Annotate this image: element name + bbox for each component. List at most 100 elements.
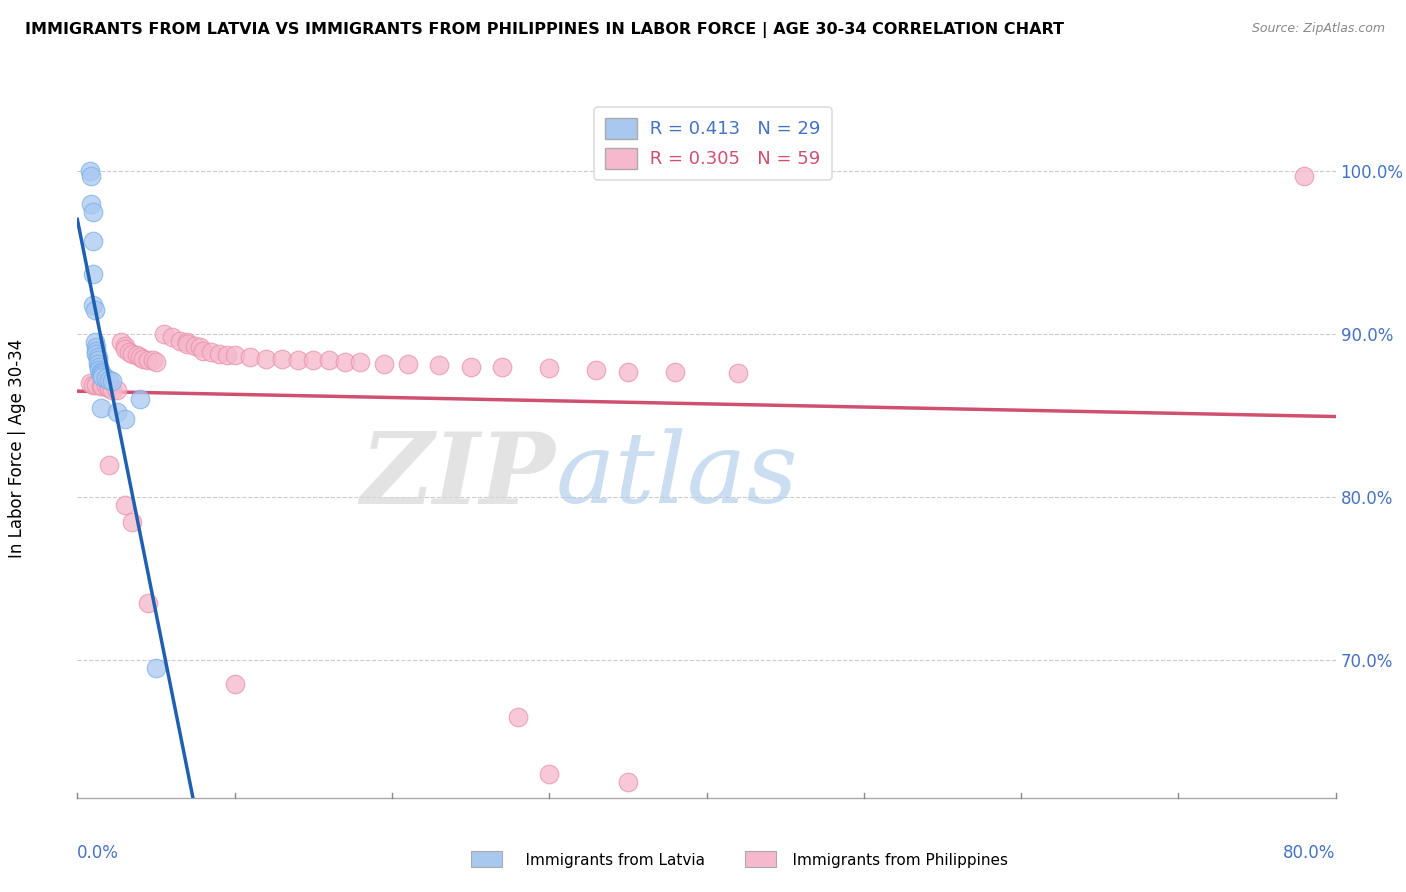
Point	[79, 164, 101, 178]
Point	[114, 498, 136, 512]
Point	[136, 353, 159, 368]
Point	[79, 376, 101, 390]
Text: In Labor Force | Age 30-34: In Labor Force | Age 30-34	[8, 339, 25, 558]
Text: atlas: atlas	[555, 428, 799, 524]
Point	[121, 347, 143, 361]
Point	[105, 383, 128, 397]
Point	[87, 353, 110, 368]
Text: IMMIGRANTS FROM LATVIA VS IMMIGRANTS FROM PHILIPPINES IN LABOR FORCE | AGE 30-34: IMMIGRANTS FROM LATVIA VS IMMIGRANTS FRO…	[25, 22, 1064, 38]
Point	[84, 343, 107, 358]
Point	[91, 368, 114, 382]
Point	[142, 353, 165, 368]
Point	[727, 367, 749, 381]
Point	[90, 368, 112, 382]
Point	[254, 351, 277, 366]
Point	[90, 401, 112, 415]
Point	[80, 169, 103, 184]
Point	[491, 359, 513, 374]
Point	[90, 367, 112, 381]
Point	[617, 365, 640, 379]
Point	[191, 343, 215, 358]
Point	[145, 661, 167, 675]
Point	[176, 335, 198, 350]
Point	[538, 361, 561, 376]
Point	[373, 357, 395, 371]
Point	[114, 412, 136, 426]
Point	[287, 353, 309, 368]
Point	[224, 348, 246, 362]
Point	[101, 383, 124, 397]
Point	[427, 358, 450, 372]
Text: Source: ZipAtlas.com: Source: ZipAtlas.com	[1251, 22, 1385, 36]
Point	[239, 350, 262, 364]
Point	[80, 197, 103, 211]
Point	[617, 775, 640, 789]
Point	[114, 338, 136, 352]
Point	[396, 357, 419, 371]
Point	[506, 710, 529, 724]
Point	[91, 379, 114, 393]
Point	[97, 381, 120, 395]
Point	[82, 298, 104, 312]
Point	[97, 381, 120, 395]
Text: 80.0%: 80.0%	[1284, 844, 1336, 862]
Point	[145, 355, 167, 369]
Point	[89, 359, 111, 374]
Point	[114, 342, 136, 356]
Point	[118, 345, 141, 359]
Point	[129, 392, 152, 407]
Point	[318, 353, 340, 368]
Point	[105, 405, 128, 419]
Point	[84, 347, 107, 361]
Point	[90, 379, 112, 393]
Text: 0.0%: 0.0%	[77, 844, 120, 862]
Point	[188, 340, 211, 354]
Point	[538, 767, 561, 781]
Point	[460, 359, 482, 374]
Point	[83, 335, 105, 350]
Text: ZIP: ZIP	[360, 428, 555, 524]
Point	[90, 365, 112, 379]
Point	[127, 348, 149, 362]
Point	[84, 377, 107, 392]
FancyBboxPatch shape	[471, 851, 502, 867]
Point	[585, 363, 607, 377]
Point	[200, 345, 222, 359]
Point	[160, 330, 183, 344]
Point	[94, 371, 117, 385]
Point	[153, 327, 176, 342]
Point	[176, 337, 198, 351]
Point	[83, 302, 105, 317]
Point	[84, 340, 107, 354]
Point	[132, 351, 155, 366]
Point	[184, 338, 207, 352]
Point	[82, 267, 104, 281]
Point	[302, 353, 325, 368]
Point	[1294, 169, 1316, 184]
Point	[82, 377, 104, 392]
Point	[87, 357, 110, 371]
Point	[664, 365, 686, 379]
Point	[87, 350, 110, 364]
Point	[129, 350, 152, 364]
Text: Immigrants from Latvia: Immigrants from Latvia	[506, 854, 706, 868]
Point	[136, 596, 159, 610]
Point	[169, 334, 191, 348]
Point	[101, 375, 124, 389]
Point	[97, 458, 120, 472]
Point	[82, 235, 104, 249]
Point	[110, 335, 132, 350]
Point	[91, 369, 114, 384]
Point	[215, 348, 238, 362]
Point	[97, 373, 120, 387]
Point	[82, 205, 104, 219]
Point	[89, 363, 111, 377]
Point	[270, 351, 292, 366]
Point	[208, 347, 231, 361]
Text: Immigrants from Philippines: Immigrants from Philippines	[773, 854, 1008, 868]
Legend:  R = 0.413   N = 29,  R = 0.305   N = 59: R = 0.413 N = 29, R = 0.305 N = 59	[593, 107, 832, 179]
Point	[349, 355, 371, 369]
Point	[121, 515, 143, 529]
Point	[333, 355, 356, 369]
FancyBboxPatch shape	[745, 851, 776, 867]
